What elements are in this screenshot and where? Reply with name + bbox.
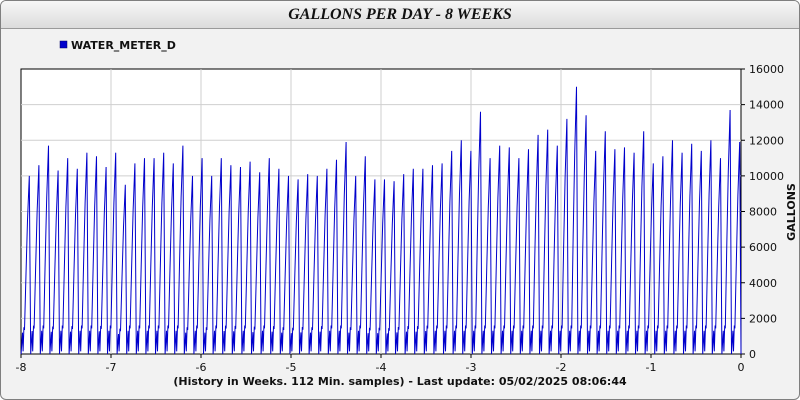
x-tick-label: -2 <box>556 361 567 374</box>
x-tick-label: -6 <box>196 361 207 374</box>
y-tick-labels: 0 2000 4000 6000 8000 10000 12000 14000 16000 <box>749 63 784 361</box>
y-tick-label: 10000 <box>749 170 784 183</box>
y-tick-label: 4000 <box>749 277 777 290</box>
x-tick-label: -4 <box>376 361 387 374</box>
legend-swatch <box>59 40 68 49</box>
y-tick-label: 0 <box>749 348 756 361</box>
title-bar: GALLONS PER DAY - 8 WEEKS <box>1 1 799 29</box>
y-tick-label: 16000 <box>749 63 784 76</box>
series-layer <box>20 86 742 355</box>
y-tick-label: 2000 <box>749 312 777 325</box>
x-tick-label: -1 <box>646 361 657 374</box>
y-tick-label: 6000 <box>749 241 777 254</box>
x-axis-label: (History in Weeks. 112 Min. samples) - L… <box>173 375 627 388</box>
y-tick-label: 8000 <box>749 206 777 219</box>
y-axis-label: GALLONS <box>785 183 798 241</box>
x-tick-label: 0 <box>738 361 745 374</box>
x-tick-labels: -8 -7 -6 -5 -4 -3 -2 -1 0 <box>16 361 745 374</box>
y-tick-label: 12000 <box>749 134 784 147</box>
x-tick-label: -5 <box>286 361 297 374</box>
x-tick-label: -3 <box>466 361 477 374</box>
series-line-water-meter-d <box>20 86 742 355</box>
legend-label: WATER_METER_D <box>71 39 176 52</box>
x-tick-label: -7 <box>106 361 117 374</box>
x-tick-label: -8 <box>16 361 27 374</box>
y-tick-label: 14000 <box>749 99 784 112</box>
chart-title: GALLONS PER DAY - 8 WEEKS <box>288 6 512 23</box>
